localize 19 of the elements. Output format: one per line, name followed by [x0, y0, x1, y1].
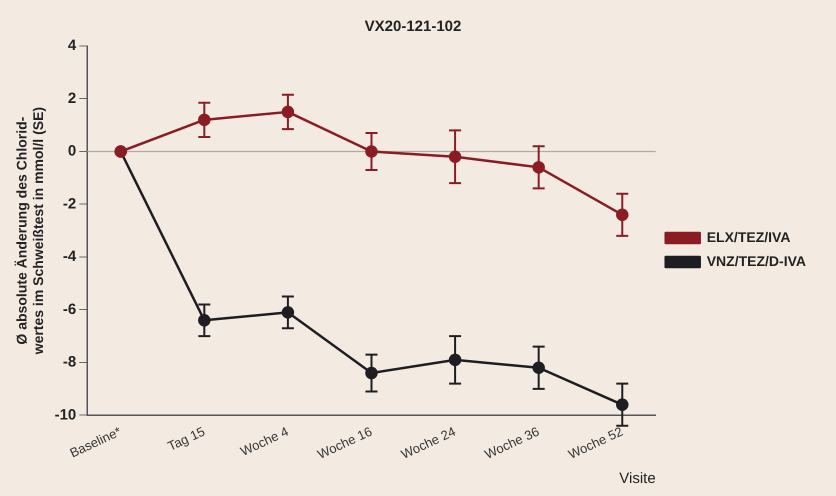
y-axis-title: Ø absolute Änderung des Chlorid- wertes im Schweißtest in mmol/l (SE) [13, 106, 46, 356]
y-tick-label: -10 [54, 406, 76, 424]
chart-title: VX20-121-102 [364, 18, 462, 36]
x-tick-label: Woche 52 [566, 424, 626, 462]
legend-label: VNZ/TEZ/D-IVA [706, 252, 806, 269]
y-tick-label: 2 [68, 90, 76, 107]
y-tick-label: 4 [68, 37, 77, 54]
y-tick-label: -2 [62, 195, 76, 212]
x-tick-label: Tag 15 [165, 424, 208, 454]
x-tick-label: Woche 4 [238, 424, 291, 459]
x-tick-label: Woche 36 [482, 424, 542, 462]
y-tick-label: -4 [62, 248, 77, 266]
x-tick-label: Woche 16 [315, 424, 374, 462]
x-tick-label: Woche 24 [398, 424, 458, 462]
legend-label: ELX/TEZ/IVA [706, 228, 790, 245]
x-axis-title: Visite [619, 470, 656, 488]
y-tick-label: -8 [62, 354, 76, 371]
y-tick-label: -6 [62, 300, 76, 318]
y-tick-label: 0 [68, 142, 76, 160]
